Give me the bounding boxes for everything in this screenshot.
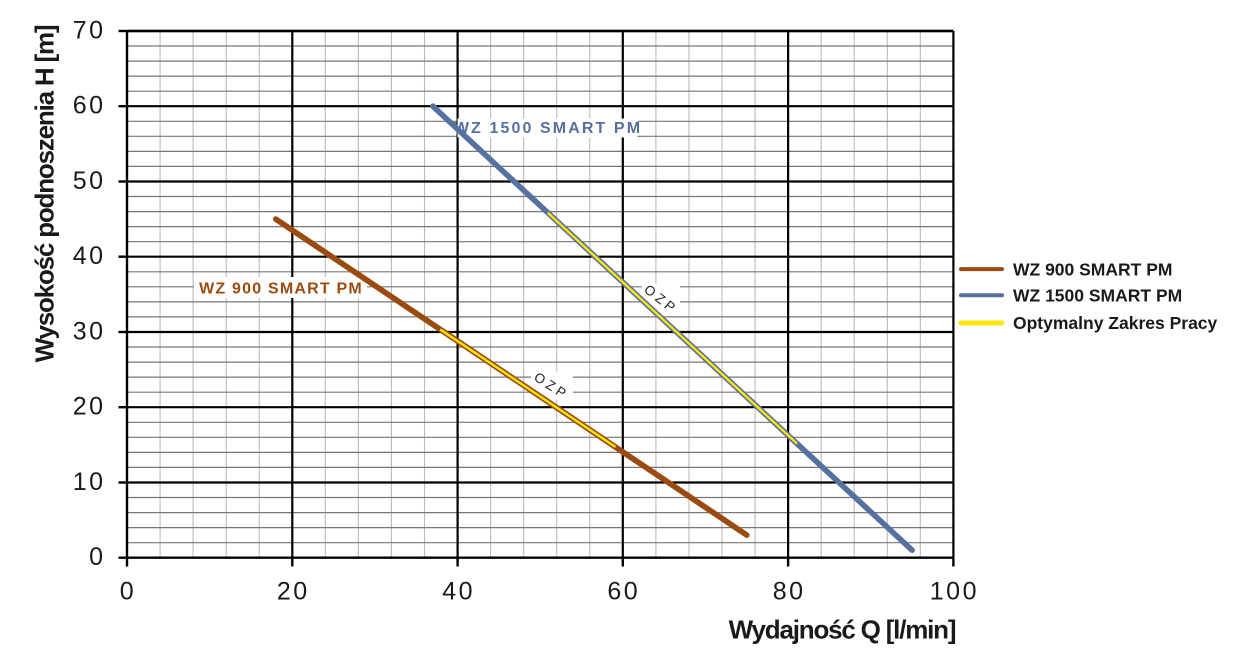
svg-text:80: 80 <box>773 578 806 606</box>
svg-text:70: 70 <box>73 17 106 45</box>
svg-text:40: 40 <box>442 578 475 606</box>
svg-text:20: 20 <box>73 393 106 421</box>
svg-text:40: 40 <box>73 242 106 270</box>
svg-text:WZ 900 SMART PM: WZ 900 SMART PM <box>1013 259 1172 279</box>
svg-text:0: 0 <box>89 543 105 571</box>
svg-text:0: 0 <box>120 578 136 606</box>
svg-text:10: 10 <box>73 468 106 496</box>
svg-text:Wysokość podnoszenia H [m]: Wysokość podnoszenia H [m] <box>30 25 60 362</box>
svg-text:30: 30 <box>73 318 106 346</box>
svg-text:60: 60 <box>73 92 106 120</box>
svg-text:WZ 900 SMART PM: WZ 900 SMART PM <box>199 281 363 298</box>
svg-text:WZ 1500 SMART PM: WZ 1500 SMART PM <box>1013 286 1182 306</box>
svg-text:Wydajność Q [l/min]: Wydajność Q [l/min] <box>729 615 956 645</box>
svg-text:Optymalny Zakres Pracy: Optymalny Zakres Pracy <box>1013 313 1218 333</box>
svg-text:50: 50 <box>73 167 106 195</box>
svg-text:60: 60 <box>607 578 640 606</box>
svg-text:20: 20 <box>277 578 310 606</box>
svg-text:WZ 1500 SMART PM: WZ 1500 SMART PM <box>454 120 642 137</box>
svg-text:100: 100 <box>930 578 979 606</box>
